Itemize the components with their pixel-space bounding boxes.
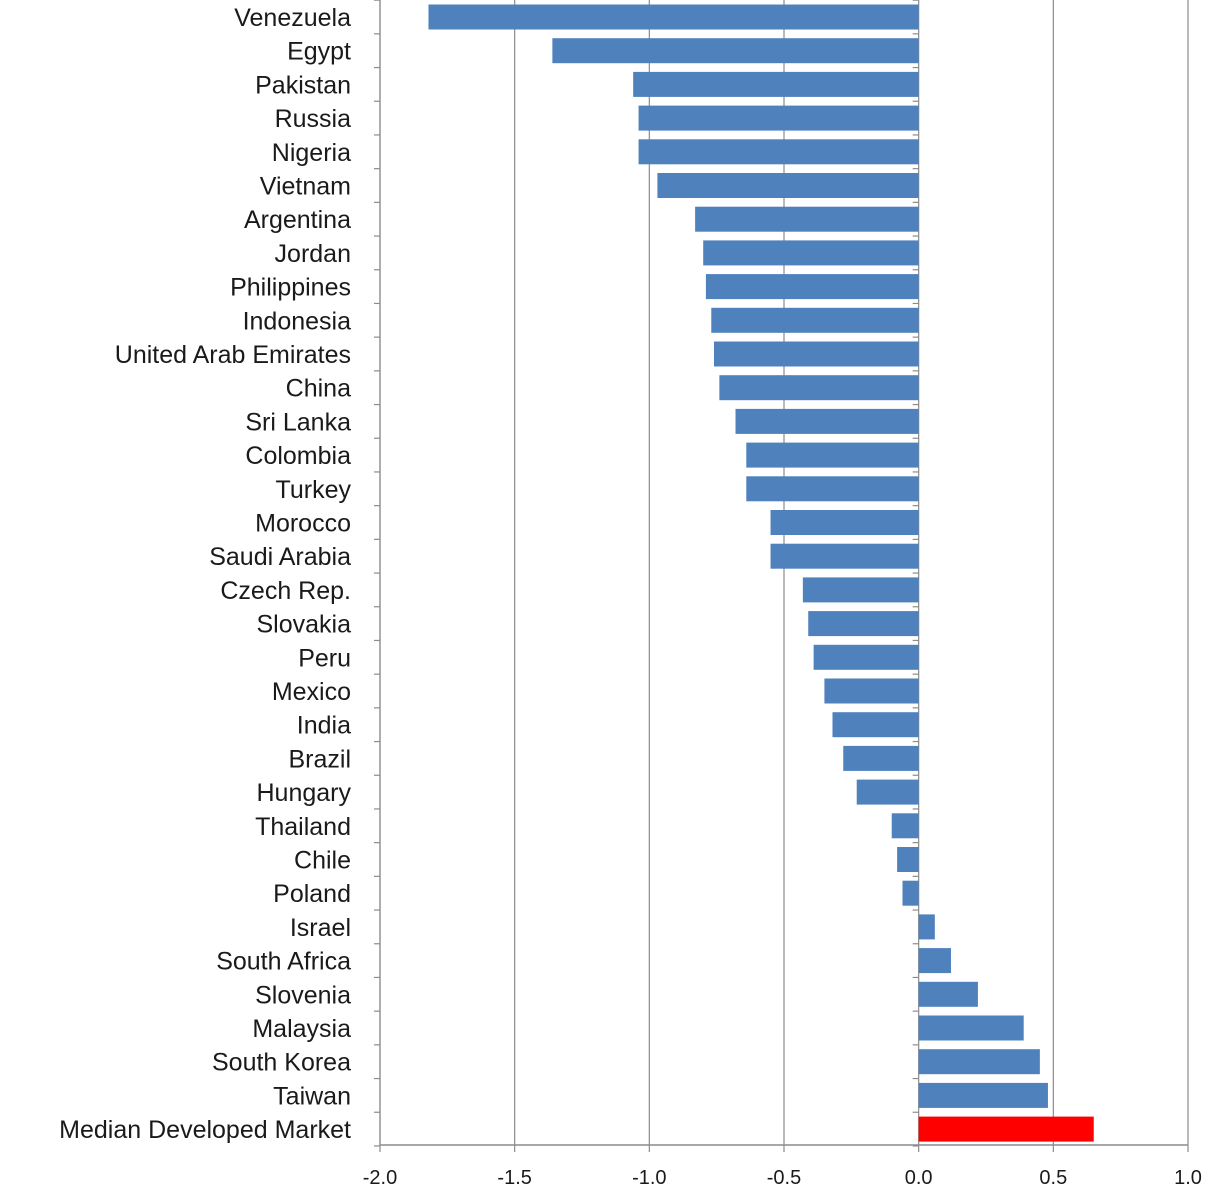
bar-chile xyxy=(897,847,919,872)
bar-pakistan xyxy=(633,71,919,97)
bar-malaysia xyxy=(918,1015,1024,1041)
bar-philippines xyxy=(705,274,919,300)
category-label: Median Developed Market xyxy=(59,1116,351,1144)
category-label: Sri Lanka xyxy=(245,408,351,436)
category-label: Egypt xyxy=(287,38,351,66)
category-label: Colombia xyxy=(245,442,351,470)
category-label: Philippines xyxy=(230,274,351,302)
bar-poland xyxy=(902,880,919,906)
bar-colombia xyxy=(746,442,919,468)
bar-south-korea xyxy=(918,1049,1040,1075)
category-label: Chile xyxy=(294,847,351,875)
bar-mexico xyxy=(824,678,919,704)
category-label: India xyxy=(297,712,351,740)
bar-hungary xyxy=(856,779,919,805)
category-label: Mexico xyxy=(272,678,351,706)
bars xyxy=(428,4,1094,1142)
bar-south-africa xyxy=(918,948,951,974)
category-label: Poland xyxy=(273,880,351,908)
category-label: Hungary xyxy=(257,779,352,807)
bar-israel xyxy=(918,914,935,940)
x-tick-label: -0.5 xyxy=(767,1167,801,1189)
category-label: Israel xyxy=(290,914,351,942)
bar-saudi-arabia xyxy=(770,543,919,569)
bar-taiwan xyxy=(918,1082,1048,1108)
bar-slovakia xyxy=(808,611,919,637)
x-tick-label: -2.0 xyxy=(363,1167,397,1189)
bar-sri-lanka xyxy=(735,408,919,434)
bar-brazil xyxy=(843,745,919,771)
category-label: Taiwan xyxy=(273,1082,351,1110)
bar-united-arab-emirates xyxy=(713,341,919,367)
category-label: Turkey xyxy=(276,476,352,504)
category-label: Pakistan xyxy=(255,71,351,99)
category-label: United Arab Emirates xyxy=(115,341,351,369)
category-label: Morocco xyxy=(255,510,351,538)
category-label: Indonesia xyxy=(243,307,352,335)
bar-venezuela xyxy=(428,4,919,30)
bar-vietnam xyxy=(657,173,919,198)
category-label: Slovakia xyxy=(257,611,352,639)
x-tick-label: 0.5 xyxy=(1039,1167,1067,1189)
category-label: Argentina xyxy=(244,206,351,234)
bar-russia xyxy=(638,105,919,131)
category-label: Malaysia xyxy=(252,1015,351,1043)
category-label: Jordan xyxy=(275,240,351,268)
category-label: Venezuela xyxy=(234,4,351,32)
x-tick-label: 1.0 xyxy=(1174,1167,1202,1189)
bar-jordan xyxy=(703,240,919,266)
category-label: Saudi Arabia xyxy=(209,543,351,571)
bar-morocco xyxy=(770,510,919,535)
bar-turkey xyxy=(746,476,919,502)
bar-nigeria xyxy=(638,139,919,165)
bar-egypt xyxy=(552,38,919,64)
category-label: China xyxy=(286,375,351,403)
x-tick-label: -1.0 xyxy=(632,1167,666,1189)
bar-slovenia xyxy=(918,981,978,1007)
category-label: Peru xyxy=(298,644,351,672)
bar-median-developed-market xyxy=(918,1116,1094,1142)
category-label: Vietnam xyxy=(260,173,351,201)
bar-peru xyxy=(813,644,919,670)
bar-argentina xyxy=(695,206,919,232)
bar-india xyxy=(832,712,919,738)
category-label: Czech Rep. xyxy=(220,577,351,605)
category-label: Brazil xyxy=(288,745,351,773)
gridlines xyxy=(514,0,1189,1145)
category-label: Slovenia xyxy=(255,981,351,1009)
bar-czech-rep xyxy=(802,577,919,603)
axes xyxy=(374,0,1189,1152)
x-tick-label: -1.5 xyxy=(497,1167,531,1189)
bar-indonesia xyxy=(711,307,919,333)
category-label: Russia xyxy=(275,105,352,133)
category-label: South Korea xyxy=(212,1049,351,1077)
x-tick-labels: -2.0 -1.5 -1.0 -0.5 0.0 0.5 1.0 xyxy=(363,1167,1202,1189)
category-labels: Venezuela Egypt Pakistan Russia Nigeria Vietn… xyxy=(59,4,351,1144)
category-label: South Africa xyxy=(216,948,351,976)
bar-thailand xyxy=(891,813,919,839)
category-label: Thailand xyxy=(255,813,351,841)
category-label: Nigeria xyxy=(272,139,351,167)
bar-china xyxy=(719,375,919,401)
x-tick-label: 0.0 xyxy=(905,1167,933,1189)
